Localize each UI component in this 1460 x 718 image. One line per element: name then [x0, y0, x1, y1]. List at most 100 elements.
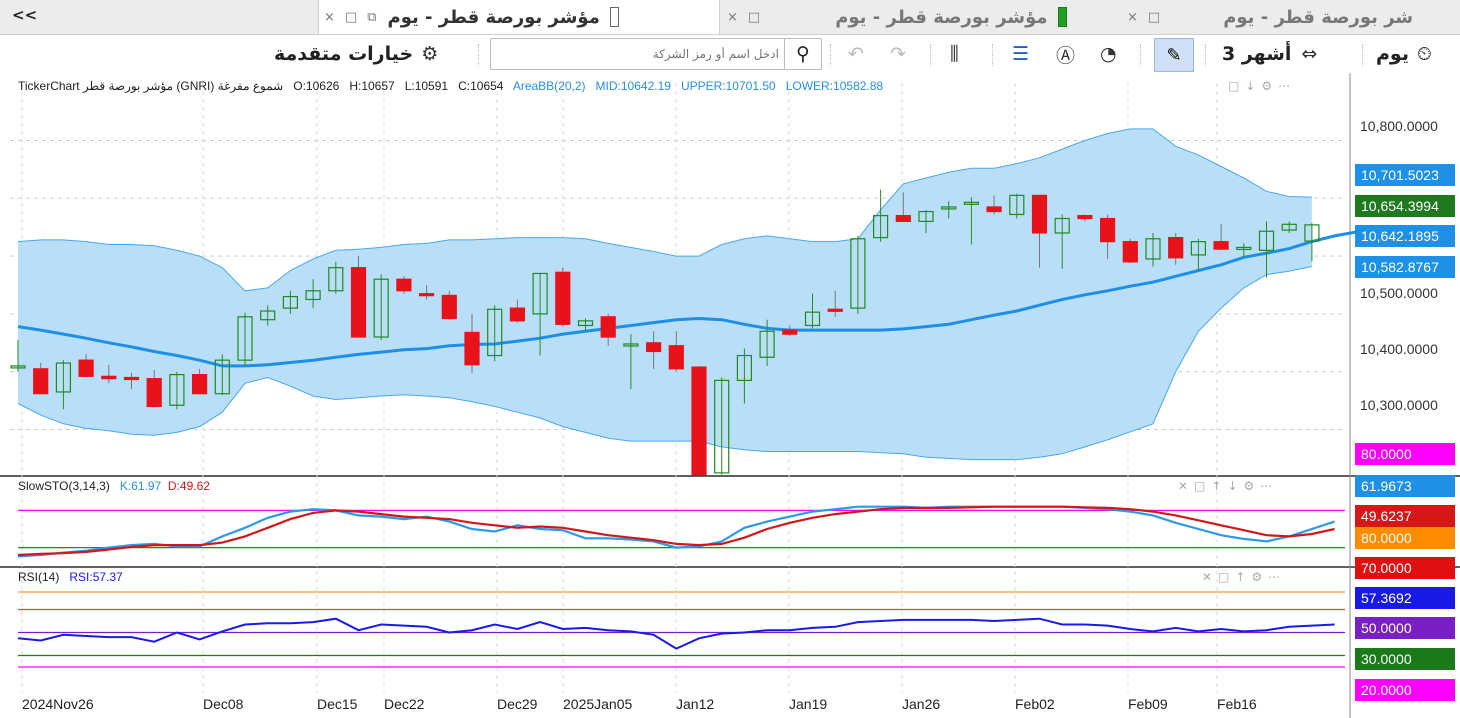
rsi-30-box: 30.0000: [1355, 648, 1455, 670]
candle-body: [282, 295, 298, 309]
candle: [668, 331, 684, 372]
x-tick: Jan12: [676, 696, 715, 712]
last-price-box: 10,654.3994: [1355, 195, 1455, 217]
candle: [192, 368, 208, 395]
candle: [736, 348, 753, 404]
candle-body: [509, 307, 525, 322]
undo-icon: ↶: [848, 43, 864, 65]
sto-k-line: [17, 505, 1335, 558]
x-tick: Feb02: [1015, 696, 1055, 712]
bb-lower-line: [17, 266, 1312, 461]
candle-body: [373, 278, 389, 338]
rsi-info-line: RSI(14) RSI:57.37: [18, 570, 123, 584]
candle-body: [963, 201, 980, 205]
symbol-search: ⚲: [490, 38, 822, 70]
candle: [1054, 214, 1070, 269]
candle-body: [1122, 241, 1138, 263]
tab-active[interactable]: × □ ⧉ مؤشر بورصة قطر - يوم: [318, 0, 720, 34]
maximize-icon[interactable]: □: [344, 9, 358, 25]
candle: [714, 377, 730, 475]
candle-body: [169, 374, 185, 406]
gear-icon: ⚙: [421, 43, 439, 65]
x-tick: Dec22: [384, 696, 425, 712]
close-value: C:10654: [458, 79, 504, 93]
candle: [1009, 193, 1025, 219]
tab-collapse-button[interactable]: <<: [12, 6, 38, 24]
popout-icon[interactable]: ⧉: [367, 9, 377, 25]
candle: [10, 339, 26, 372]
rsi-panel-controls[interactable]: ✕□↑⚙⋯: [1202, 570, 1287, 584]
price-info-line: TickerChart مؤشر بورصة قطر (GNRI) شموع م…: [18, 79, 883, 93]
tab-inactive[interactable]: × □ مؤشر بورصة قطر - يوم: [722, 0, 1122, 34]
advanced-options-button[interactable]: خيارات متقدمة ⚙: [274, 35, 438, 73]
period-selector[interactable]: يوم ⏲: [1376, 35, 1432, 73]
candle-body: [668, 345, 684, 370]
candle-body: [33, 368, 49, 395]
maximize-icon[interactable]: □: [747, 9, 761, 25]
period-label: يوم: [1376, 43, 1409, 65]
candle: [328, 261, 344, 294]
level-box: 80.0000: [1355, 443, 1455, 465]
x-tick: Jan19: [789, 696, 828, 712]
range-selector[interactable]: 3 أشهر ⇔: [1222, 35, 1317, 73]
candle-body: [941, 206, 957, 210]
maximize-icon[interactable]: □: [1147, 9, 1161, 25]
alerts-button[interactable]: Ⓐ: [1056, 35, 1075, 73]
candle: [78, 354, 94, 378]
search-button[interactable]: ⚲: [784, 39, 821, 69]
candle: [1258, 221, 1275, 278]
candle: [1122, 238, 1138, 264]
candle: [872, 189, 889, 242]
candle: [33, 363, 49, 395]
candle: [1213, 224, 1229, 251]
price-tick: 10,300.0000: [1360, 397, 1438, 413]
high-value: H:10657: [349, 79, 395, 93]
candle-body: [396, 278, 412, 292]
candle-body: [1190, 241, 1207, 256]
close-icon[interactable]: ×: [727, 9, 738, 25]
price-tick: 10,500.0000: [1360, 285, 1438, 301]
tab-title: شر بورصة قطر - يوم: [1223, 6, 1414, 28]
candle-body: [1054, 217, 1070, 234]
indicators-button[interactable]: ◔: [1100, 35, 1117, 73]
candle: [101, 364, 117, 384]
rsi-50-box: 50.0000: [1355, 617, 1455, 639]
candle: [214, 354, 230, 395]
close-icon[interactable]: ×: [1127, 9, 1138, 25]
rsi-70-box: 70.0000: [1355, 557, 1455, 579]
chart-type-button[interactable]: ⫼: [950, 35, 959, 73]
bb-upper-line: [17, 128, 1312, 292]
candle: [963, 197, 980, 245]
close-icon[interactable]: ×: [324, 9, 335, 25]
x-tick: 2025Jan05: [563, 696, 633, 712]
search-input[interactable]: [497, 42, 781, 66]
price-panel-controls[interactable]: □↓⚙⋯: [1228, 79, 1297, 93]
price-tick: 10,400.0000: [1360, 341, 1438, 357]
candle: [691, 365, 707, 476]
candle: [123, 372, 140, 390]
candle-body: [419, 293, 435, 297]
tab-inactive[interactable]: × □ شر بورصة قطر - يوم: [1122, 0, 1460, 34]
candle: [759, 319, 775, 366]
undo-button[interactable]: ↶: [848, 35, 864, 73]
candle-body: [850, 238, 866, 309]
candle-body: [1009, 194, 1025, 216]
drawing-tools-button[interactable]: ✎: [1154, 38, 1194, 72]
candle-body: [441, 294, 457, 320]
candle: [918, 209, 934, 233]
candle-body: [1168, 236, 1184, 259]
candle: [441, 290, 457, 320]
candle-body: [1031, 194, 1048, 234]
candle: [1304, 223, 1320, 262]
sto-panel-controls[interactable]: ✕□↑↓⚙⋯: [1178, 479, 1279, 493]
redo-button[interactable]: ↷: [890, 35, 906, 73]
chart-area[interactable]: [0, 73, 1460, 718]
candle: [782, 325, 798, 336]
candle-body: [1236, 246, 1252, 251]
range-arrows-icon: ⇔: [1301, 43, 1318, 65]
candle: [986, 195, 1002, 215]
chart-settings-button[interactable]: ☰: [1012, 35, 1029, 73]
x-tick: Feb16: [1217, 696, 1257, 712]
candle: [464, 313, 480, 373]
tab-status-indicator: [609, 7, 619, 27]
